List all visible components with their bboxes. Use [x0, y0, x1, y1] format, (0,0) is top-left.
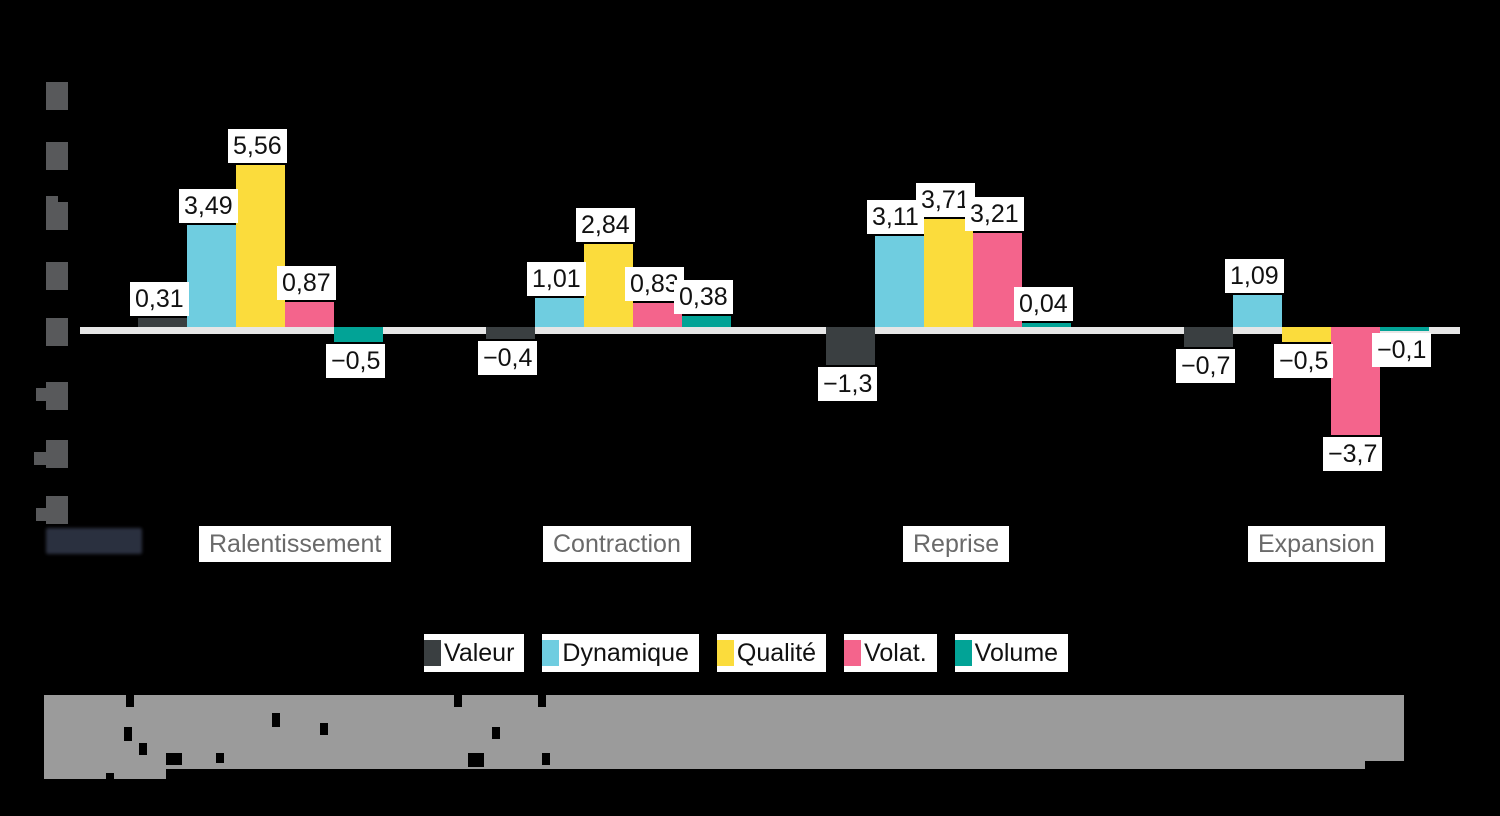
bar-valeur-2[interactable]: [826, 327, 875, 365]
bar-qualite-2[interactable]: [924, 218, 973, 327]
legend-swatch-icon: [424, 640, 441, 666]
value-label-volume-2: 0,04: [1014, 287, 1073, 321]
value-label-valeur-2: −1,3: [818, 366, 878, 401]
bar-valeur-1[interactable]: [486, 327, 535, 339]
bar-volat-2[interactable]: [973, 233, 1022, 327]
value-label-qualite-0: 5,56: [228, 128, 287, 163]
chart-legend: Valeur Dynamique Qualité Volat. Volume: [424, 634, 1086, 672]
legend-swatch-icon: [716, 640, 734, 666]
bar-volume-1[interactable]: [682, 315, 731, 327]
bar-dynamique-3[interactable]: [1233, 295, 1282, 327]
value-label-qualite-2: 3,71: [916, 182, 975, 217]
bar-qualite-3[interactable]: [1282, 327, 1331, 342]
y-tick-label: [46, 202, 68, 230]
value-label-qualite-3: −0,5: [1274, 343, 1334, 378]
value-label-volat-1: 0,83: [625, 266, 684, 301]
y-tick-label: [46, 196, 58, 209]
y-tick-label: [46, 142, 68, 170]
legend-label: Valeur: [444, 639, 515, 667]
legend-item-dynamique[interactable]: Dynamique: [542, 634, 699, 672]
x-category-label-1: Contraction: [543, 526, 691, 562]
value-label-valeur-0: 0,31: [130, 281, 189, 316]
y-tick-label: [34, 452, 46, 465]
y-tick-label: [46, 262, 68, 290]
bar-volume-2[interactable]: [1022, 323, 1071, 327]
y-axis-title: [46, 528, 142, 554]
y-tick-label: [46, 82, 68, 110]
bar-qualite-1[interactable]: [584, 244, 633, 327]
value-label-volume-1: 0,38: [674, 279, 733, 314]
bar-volat-3[interactable]: [1331, 327, 1380, 436]
y-tick-label: [36, 388, 48, 401]
legend-swatch-icon: [844, 640, 862, 666]
legend-label: Qualité: [736, 639, 817, 667]
value-label-valeur-3: −0,7: [1176, 349, 1236, 384]
legend-swatch-icon: [542, 640, 560, 666]
legend-label: Volat.: [864, 639, 927, 667]
bar-volat-0[interactable]: [285, 301, 334, 327]
legend-item-valeur[interactable]: Valeur: [424, 634, 525, 672]
value-label-dynamique-2: 3,11: [867, 200, 924, 235]
x-category-label-3: Expansion: [1248, 526, 1385, 562]
value-label-volume-0: −0,5: [326, 343, 386, 378]
bar-volume-0[interactable]: [334, 327, 383, 342]
legend-swatch-icon: [954, 640, 972, 666]
y-tick-label: [46, 496, 68, 524]
legend-item-volume[interactable]: Volume: [954, 634, 1069, 672]
x-category-label-0: Ralentissement: [199, 526, 392, 562]
value-label-dynamique-0: 3,49: [179, 189, 238, 224]
bar-dynamique-2[interactable]: [875, 236, 924, 327]
y-tick-label: [36, 508, 48, 521]
bar-volume-3[interactable]: [1380, 327, 1429, 331]
plot-area: [80, 60, 1460, 520]
y-tick-label: [46, 318, 68, 346]
bar-dynamique-1[interactable]: [535, 297, 584, 327]
footer-note-redacted: [44, 681, 1404, 803]
y-tick-label: [46, 440, 68, 468]
value-label-dynamique-3: 1,09: [1225, 259, 1284, 294]
value-label-volat-3: −3,7: [1323, 437, 1383, 472]
value-label-volume-3: −0,1: [1372, 333, 1432, 367]
legend-label: Volume: [974, 639, 1059, 667]
bar-volat-1[interactable]: [633, 302, 682, 327]
value-label-volat-2: 3,21: [965, 197, 1024, 232]
bar-valeur-0[interactable]: [138, 317, 187, 327]
legend-label: Dynamique: [562, 639, 689, 667]
value-label-valeur-1: −0,4: [478, 340, 538, 375]
legend-item-volat[interactable]: Volat.: [844, 634, 937, 672]
value-label-qualite-1: 2,84: [576, 208, 635, 243]
x-category-label-2: Reprise: [903, 526, 1010, 562]
value-label-volat-0: 0,87: [277, 265, 336, 300]
bar-qualite-0[interactable]: [236, 164, 285, 327]
value-label-dynamique-1: 1,01: [527, 261, 586, 296]
y-tick-label: [46, 382, 68, 410]
zero-baseline: [80, 327, 1460, 334]
bar-dynamique-0[interactable]: [187, 225, 236, 327]
legend-item-qualite[interactable]: Qualité: [716, 634, 827, 672]
bar-valeur-3[interactable]: [1184, 327, 1233, 348]
